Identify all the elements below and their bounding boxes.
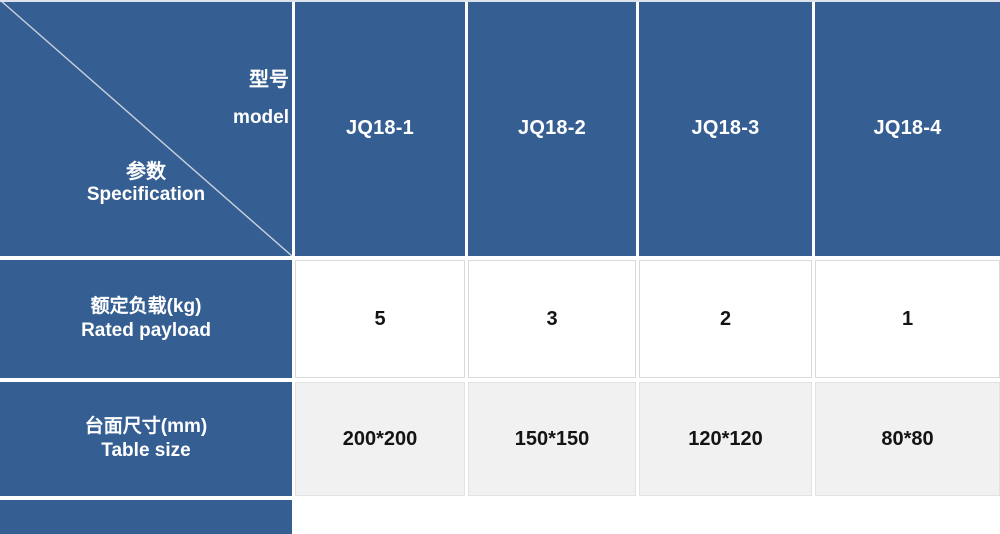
column-axis-label-zh: 型号	[249, 69, 289, 91]
row-label-table-size: 台面尺寸(mm) Table size	[0, 382, 292, 496]
column-header-jq18-4: JQ18-4	[815, 0, 1000, 256]
value-cell-size-jq18-1: 200*200	[295, 382, 465, 496]
value-cell-payload-jq18-2: 3	[468, 260, 636, 378]
value-cell-payload-jq18-4: 1	[815, 260, 1000, 378]
column-axis-label-en: model	[233, 107, 289, 128]
value-cell-payload-jq18-3: 2	[639, 260, 812, 378]
row-label-table-size-en: Table size	[101, 440, 191, 461]
corner-header-cell: 型号 model 参数 Specification	[0, 0, 292, 256]
row-label-table-size-zh: 台面尺寸(mm)	[84, 416, 208, 438]
column-header-jq18-3: JQ18-3	[639, 0, 812, 256]
row-label-rated-payload-en: Rated payload	[81, 320, 211, 341]
row-axis-label-en: Specification	[86, 184, 206, 205]
row-label-rated-payload-zh: 额定负载(kg)	[90, 296, 202, 318]
column-header-jq18-2: JQ18-2	[468, 0, 636, 256]
column-header-jq18-1: JQ18-1	[295, 0, 465, 256]
value-cells-truncated	[295, 500, 1000, 534]
row-axis-label-zh: 参数	[126, 161, 166, 183]
row-label-truncated	[0, 500, 292, 534]
value-cell-size-jq18-4: 80*80	[815, 382, 1000, 496]
value-cell-size-jq18-3: 120*120	[639, 382, 812, 496]
diagonal-divider-line	[0, 0, 292, 256]
row-axis-label: 参数 Specification	[0, 160, 292, 207]
value-cell-payload-jq18-1: 5	[295, 260, 465, 378]
column-axis-label: 型号 model	[233, 68, 289, 130]
value-cell-size-jq18-2: 150*150	[468, 382, 636, 496]
row-label-rated-payload: 额定负载(kg) Rated payload	[0, 260, 292, 378]
